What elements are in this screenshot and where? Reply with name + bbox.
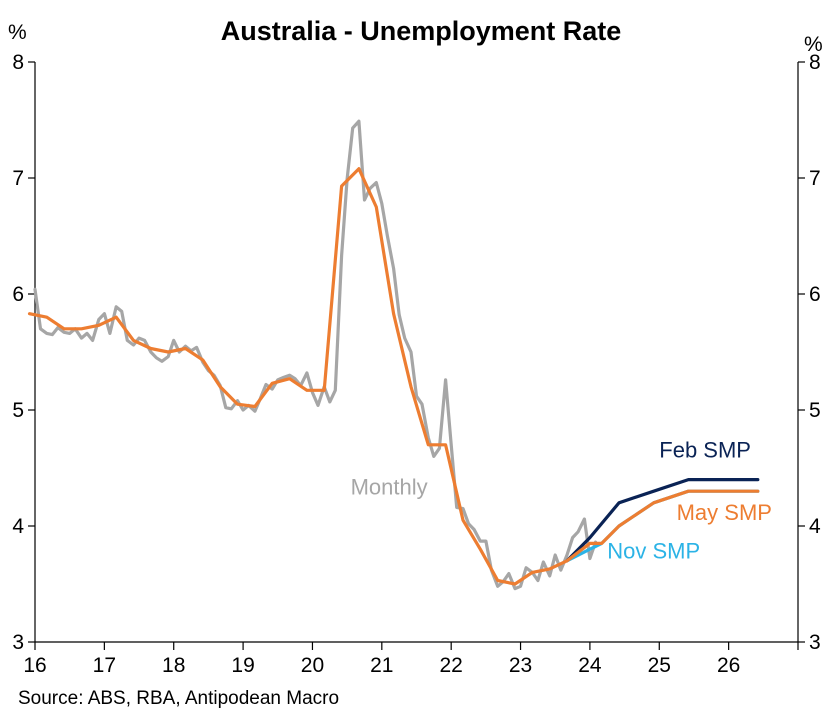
nov-smp-label: Nov SMP xyxy=(607,538,700,563)
x-tick-label: 24 xyxy=(578,654,602,677)
right-axis-unit: % xyxy=(804,33,823,56)
y-tick-label-left: 4 xyxy=(12,515,24,538)
x-tick-label: 22 xyxy=(440,654,463,677)
x-tick-label: 20 xyxy=(301,654,324,677)
x-tick-label: 26 xyxy=(717,654,740,677)
x-axis-ticks: 16 17 18 19 20 21 22 23 24 25 26 xyxy=(23,642,799,677)
source-note: Source: ABS, RBA, Antipodean Macro xyxy=(18,688,339,709)
monthly-label: Monthly xyxy=(351,475,428,500)
y-tick-label-right: 5 xyxy=(809,399,821,422)
y-tick-label-right: 4 xyxy=(809,515,821,538)
series-lines xyxy=(27,119,760,591)
x-tick-label: 19 xyxy=(231,654,254,677)
may-smp-line xyxy=(27,167,760,586)
chart-title: Australia - Unemployment Rate xyxy=(221,16,622,46)
x-tick-label: 25 xyxy=(648,654,671,677)
monthly-line xyxy=(33,119,598,591)
y-tick-label-left: 3 xyxy=(12,631,24,654)
y-tick-label-right: 6 xyxy=(809,283,821,306)
y-tick-label-left: 5 xyxy=(12,399,24,422)
x-tick-label: 21 xyxy=(370,654,393,677)
y-tick-label-left: 8 xyxy=(12,51,24,74)
x-tick-label: 23 xyxy=(509,654,532,677)
series-labels: Monthly Nov SMP Feb SMP May SMP xyxy=(351,438,772,564)
y-tick-label-left: 6 xyxy=(12,283,24,306)
y-tick-label-left: 7 xyxy=(12,167,24,190)
y-tick-label-right: 8 xyxy=(809,51,821,74)
y-tick-label-right: 7 xyxy=(809,167,821,190)
axes xyxy=(34,62,799,643)
x-tick-label: 17 xyxy=(93,654,116,677)
feb-smp-line xyxy=(565,478,760,563)
feb-smp-label: Feb SMP xyxy=(659,438,751,463)
left-axis-unit: % xyxy=(8,21,27,44)
may-smp-label: May SMP xyxy=(677,500,772,525)
x-tick-label: 18 xyxy=(162,654,185,677)
y-tick-label-right: 3 xyxy=(809,631,821,654)
x-tick-label: 16 xyxy=(23,654,46,677)
y-axis-ticks: 3 3 4 4 5 5 6 6 7 7 8 8 xyxy=(12,51,821,654)
